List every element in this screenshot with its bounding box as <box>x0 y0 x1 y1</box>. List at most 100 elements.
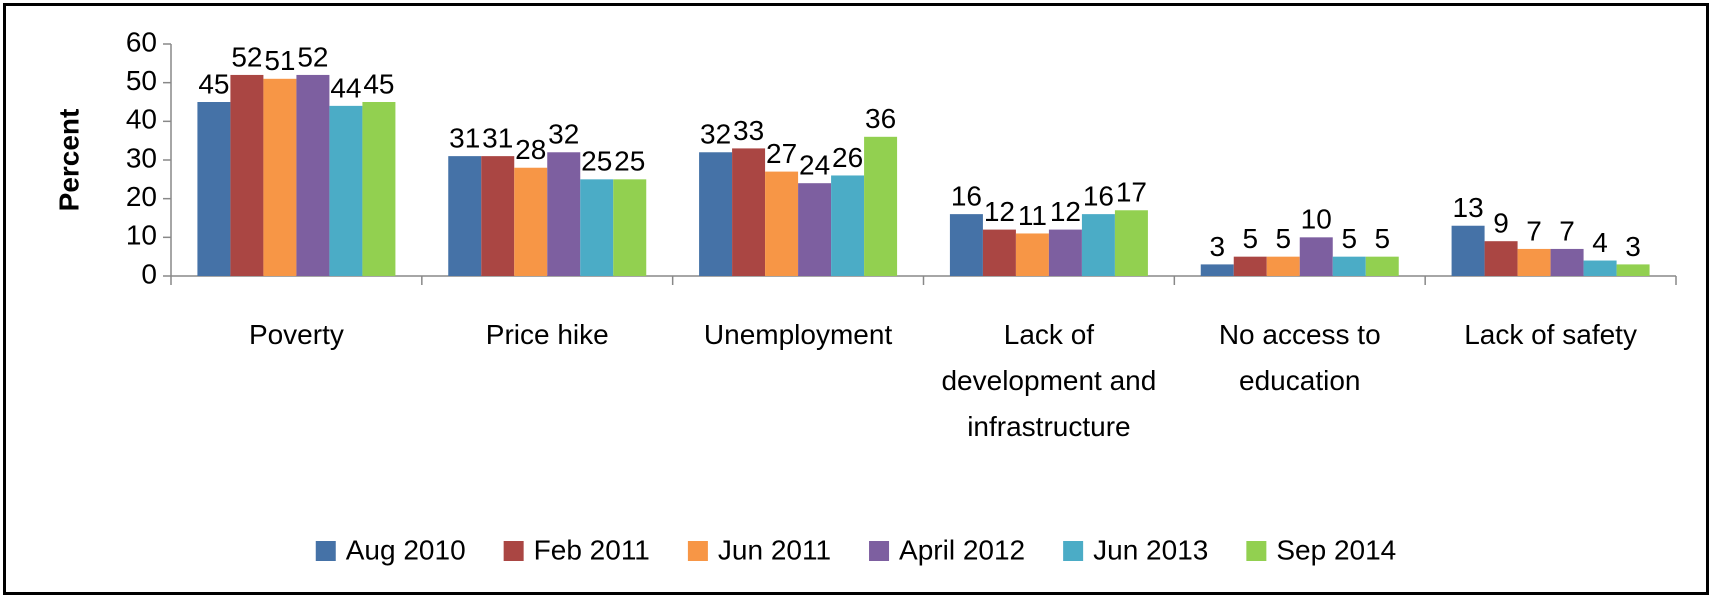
bar <box>547 152 581 276</box>
bar <box>197 102 231 276</box>
data-label: 12 <box>984 196 1015 227</box>
data-label: 51 <box>264 45 295 76</box>
data-label: 25 <box>581 146 612 177</box>
data-label: 31 <box>449 123 480 154</box>
bar <box>732 148 766 276</box>
bar <box>1616 264 1650 276</box>
legend-label: April 2012 <box>899 534 1025 565</box>
y-tick-label: 50 <box>126 65 157 96</box>
bar <box>982 229 1016 276</box>
bar <box>296 74 330 276</box>
bar <box>1517 248 1551 276</box>
bar <box>1200 264 1234 276</box>
data-label: 25 <box>614 146 645 177</box>
bar <box>1583 260 1617 276</box>
x-tick-label: Poverty <box>248 319 344 350</box>
data-label: 11 <box>1018 200 1047 231</box>
legend-label: Jun 2013 <box>1093 534 1208 565</box>
legend-label: Feb 2011 <box>534 534 650 565</box>
bar <box>1081 214 1115 276</box>
bar <box>1266 256 1300 276</box>
y-axis-label: Percent <box>53 109 84 212</box>
bar <box>765 171 799 276</box>
data-label: 17 <box>1116 177 1147 208</box>
y-tick-label: 40 <box>126 104 157 135</box>
legend-swatch <box>869 541 890 561</box>
legend-swatch <box>1063 541 1084 561</box>
data-label: 32 <box>548 119 579 150</box>
data-label: 7 <box>1526 215 1542 246</box>
data-label: 7 <box>1559 215 1575 246</box>
bar <box>580 179 614 276</box>
data-label: 28 <box>515 134 546 165</box>
data-label: 16 <box>951 181 982 212</box>
legend-swatch <box>503 541 524 561</box>
x-tick-label: No access to education <box>1218 319 1381 396</box>
bar <box>514 167 548 276</box>
bar <box>1048 229 1082 276</box>
data-label: 45 <box>198 68 229 99</box>
bar <box>949 214 983 276</box>
data-label: 3 <box>1209 231 1225 262</box>
x-tick-label: Lack of safety <box>1464 319 1637 350</box>
data-label: 36 <box>865 103 896 134</box>
y-tick-label: 10 <box>126 220 157 251</box>
bar <box>831 175 865 276</box>
data-label: 52 <box>231 41 262 72</box>
data-label: 10 <box>1301 204 1332 235</box>
bar <box>1451 225 1485 276</box>
data-label: 24 <box>799 150 830 181</box>
legend-swatch <box>687 541 708 561</box>
frame <box>3 3 1709 595</box>
bar <box>1365 256 1399 276</box>
bar <box>1015 233 1049 276</box>
data-label: 27 <box>766 138 797 169</box>
bar <box>448 156 482 276</box>
bar <box>263 78 297 276</box>
data-label: 45 <box>363 68 394 99</box>
x-tick-label: Unemployment <box>703 319 893 350</box>
data-label: 5 <box>1242 223 1258 254</box>
legend-swatch <box>1246 541 1267 561</box>
bar <box>864 136 898 276</box>
bar <box>1550 248 1584 276</box>
data-label: 31 <box>482 123 513 154</box>
bar <box>481 156 515 276</box>
data-label: 5 <box>1374 223 1390 254</box>
y-tick-label: 30 <box>126 142 157 173</box>
data-label: 32 <box>700 119 731 150</box>
x-tick-label: Lack of development and infrastructure <box>941 319 1157 442</box>
data-label: 9 <box>1493 208 1509 239</box>
legend-swatch <box>315 541 336 561</box>
y-tick-label: 20 <box>126 181 157 212</box>
legend-label: Sep 2014 <box>1276 534 1396 565</box>
data-label: 12 <box>1050 196 1081 227</box>
data-label: 16 <box>1083 181 1114 212</box>
bar <box>613 179 647 276</box>
bar <box>329 105 363 276</box>
bar <box>699 152 733 276</box>
bar <box>1233 256 1267 276</box>
data-label: 3 <box>1625 231 1641 262</box>
data-label: 5 <box>1275 223 1291 254</box>
legend-label: Aug 2010 <box>346 534 466 565</box>
legend-label: Jun 2011 <box>718 534 831 565</box>
data-label: 33 <box>733 115 764 146</box>
data-label: 44 <box>330 72 361 103</box>
data-label: 26 <box>832 142 863 173</box>
data-label: 4 <box>1592 227 1608 258</box>
bar <box>1299 237 1333 276</box>
y-tick-label: 0 <box>141 258 157 289</box>
data-label: 13 <box>1453 192 1484 223</box>
bar <box>798 183 832 276</box>
bar <box>1332 256 1366 276</box>
x-tick-label: Price hike <box>485 319 609 350</box>
bar <box>230 74 264 276</box>
bar <box>362 102 396 276</box>
data-label: 5 <box>1341 223 1357 254</box>
data-label: 52 <box>297 41 328 72</box>
bar <box>1114 210 1148 276</box>
bar <box>1484 241 1518 276</box>
